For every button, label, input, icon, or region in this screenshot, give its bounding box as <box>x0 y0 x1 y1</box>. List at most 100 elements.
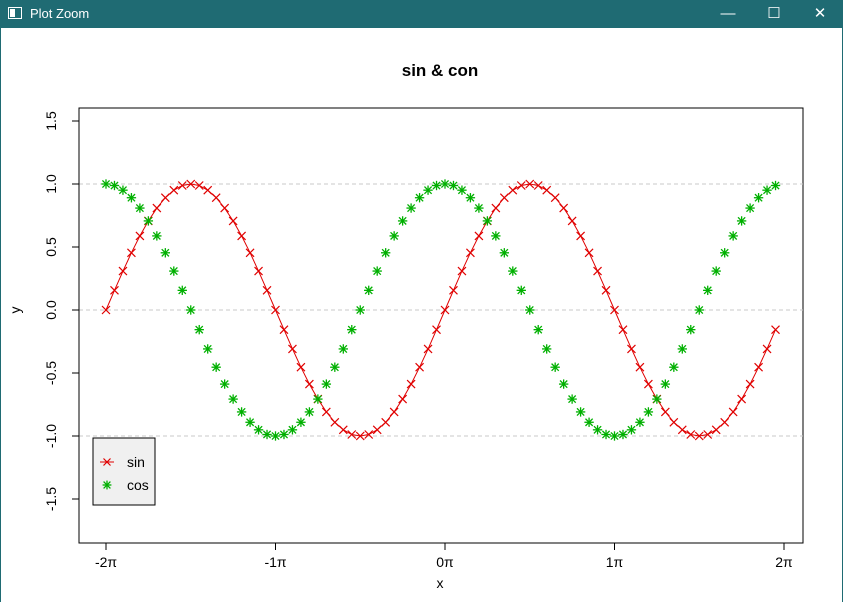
data-point-cos <box>313 394 323 404</box>
data-point-sin <box>254 266 263 276</box>
data-point-cos <box>143 216 154 226</box>
marker-stroke <box>525 179 535 189</box>
data-point-sin <box>499 193 509 203</box>
close-button[interactable]: ✕ <box>813 5 827 22</box>
marker-stroke <box>127 248 136 258</box>
data-point-cos <box>169 266 179 276</box>
data-point-cos <box>262 429 272 440</box>
data-point-sin <box>559 203 569 213</box>
data-point-sin <box>542 185 552 195</box>
reference-lines <box>79 183 803 437</box>
data-point-sin <box>686 430 696 439</box>
marker-stroke <box>440 305 450 315</box>
minimize-button[interactable]: — <box>720 5 736 22</box>
marker-stroke <box>372 425 382 435</box>
data-point-cos <box>152 231 162 241</box>
data-point-cos <box>355 305 365 315</box>
data-point-cos <box>762 185 772 195</box>
legend-label-sin: sin <box>127 454 145 470</box>
data-point-cos <box>414 193 425 203</box>
marker-stroke <box>203 185 213 195</box>
data-point-sin <box>160 193 170 203</box>
data-point-cos <box>253 425 264 435</box>
marker-stroke <box>220 203 230 213</box>
data-point-cos <box>203 344 213 354</box>
marker-stroke <box>516 181 526 190</box>
data-point-sin <box>194 181 204 190</box>
data-point-sin <box>304 379 314 389</box>
marker-stroke <box>635 362 645 372</box>
chart: sin & con -2π -1π 0π 1π 2π -1.5 -1.0 -0.5 0.0 0.… <box>7 61 804 591</box>
x-tick-label: 0π <box>436 554 454 570</box>
marker-stroke <box>720 417 730 427</box>
y-axis: -1.5 -1.0 -0.5 0.0 0.5 1.0 1.5 <box>43 111 80 511</box>
marker-stroke <box>711 425 721 435</box>
data-point-cos <box>194 324 204 335</box>
data-point-cos <box>482 216 493 226</box>
data-point-sin <box>745 379 755 389</box>
data-point-sin <box>508 185 518 195</box>
x-tick-label: -2π <box>95 554 117 570</box>
marker-stroke <box>669 417 679 427</box>
data-point-cos <box>550 362 560 372</box>
maximize-button[interactable]: ☐ <box>767 5 781 22</box>
data-point-sin <box>610 305 619 315</box>
data-point-cos <box>686 324 696 335</box>
marker-stroke <box>754 362 763 372</box>
marker-stroke <box>762 344 772 354</box>
data-point-cos <box>372 266 382 276</box>
data-point-sin <box>643 379 653 389</box>
data-point-sin <box>135 231 145 241</box>
data-point-cos <box>745 203 755 213</box>
marker-stroke <box>169 185 179 195</box>
marker-stroke <box>533 181 543 190</box>
data-point-sin <box>593 266 602 276</box>
y-tick-label: -0.5 <box>43 361 59 385</box>
data-point-sin <box>347 430 357 439</box>
data-point-cos <box>321 379 332 389</box>
data-point-cos <box>770 180 781 191</box>
marker-stroke <box>177 181 187 190</box>
marker-stroke <box>737 394 747 404</box>
legend-marker-sin <box>103 458 111 466</box>
app-window-icon <box>8 7 22 19</box>
data-point-cos <box>101 179 111 189</box>
data-point-cos <box>575 407 586 417</box>
data-point-sin <box>466 248 475 258</box>
data-point-sin <box>694 431 704 441</box>
data-point-sin <box>338 425 348 435</box>
data-point-sin <box>330 417 340 427</box>
title-bar[interactable]: Plot Zoom — ☐ ✕ <box>0 0 843 28</box>
marker-stroke <box>559 203 569 213</box>
data-point-cos <box>592 425 603 435</box>
marker-stroke <box>110 285 119 295</box>
data-point-cos <box>558 379 569 389</box>
data-point-sin <box>406 379 416 389</box>
marker-stroke <box>338 425 348 435</box>
data-point-cos <box>516 285 526 296</box>
marker-stroke <box>491 203 501 213</box>
data-point-cos <box>448 180 459 191</box>
data-point-cos <box>219 379 230 389</box>
data-point-sin <box>355 431 365 441</box>
series-layer <box>101 179 781 441</box>
data-point-cos <box>728 231 738 241</box>
data-point-cos <box>380 248 391 258</box>
marker-stroke <box>745 379 755 389</box>
data-point-cos <box>160 248 171 258</box>
data-point-cos <box>711 266 721 276</box>
data-point-cos <box>508 266 518 276</box>
marker-stroke <box>771 325 780 335</box>
data-point-sin <box>449 285 458 295</box>
data-point-cos <box>753 193 764 203</box>
data-point-cos <box>499 248 510 258</box>
marker-stroke <box>347 430 357 439</box>
data-point-sin <box>101 305 111 315</box>
data-point-sin <box>576 231 586 241</box>
data-point-cos <box>542 344 552 354</box>
data-point-sin <box>152 203 162 213</box>
y-tick-label: 1.5 <box>43 111 59 131</box>
marker-stroke <box>415 362 424 372</box>
data-point-cos <box>228 394 238 404</box>
